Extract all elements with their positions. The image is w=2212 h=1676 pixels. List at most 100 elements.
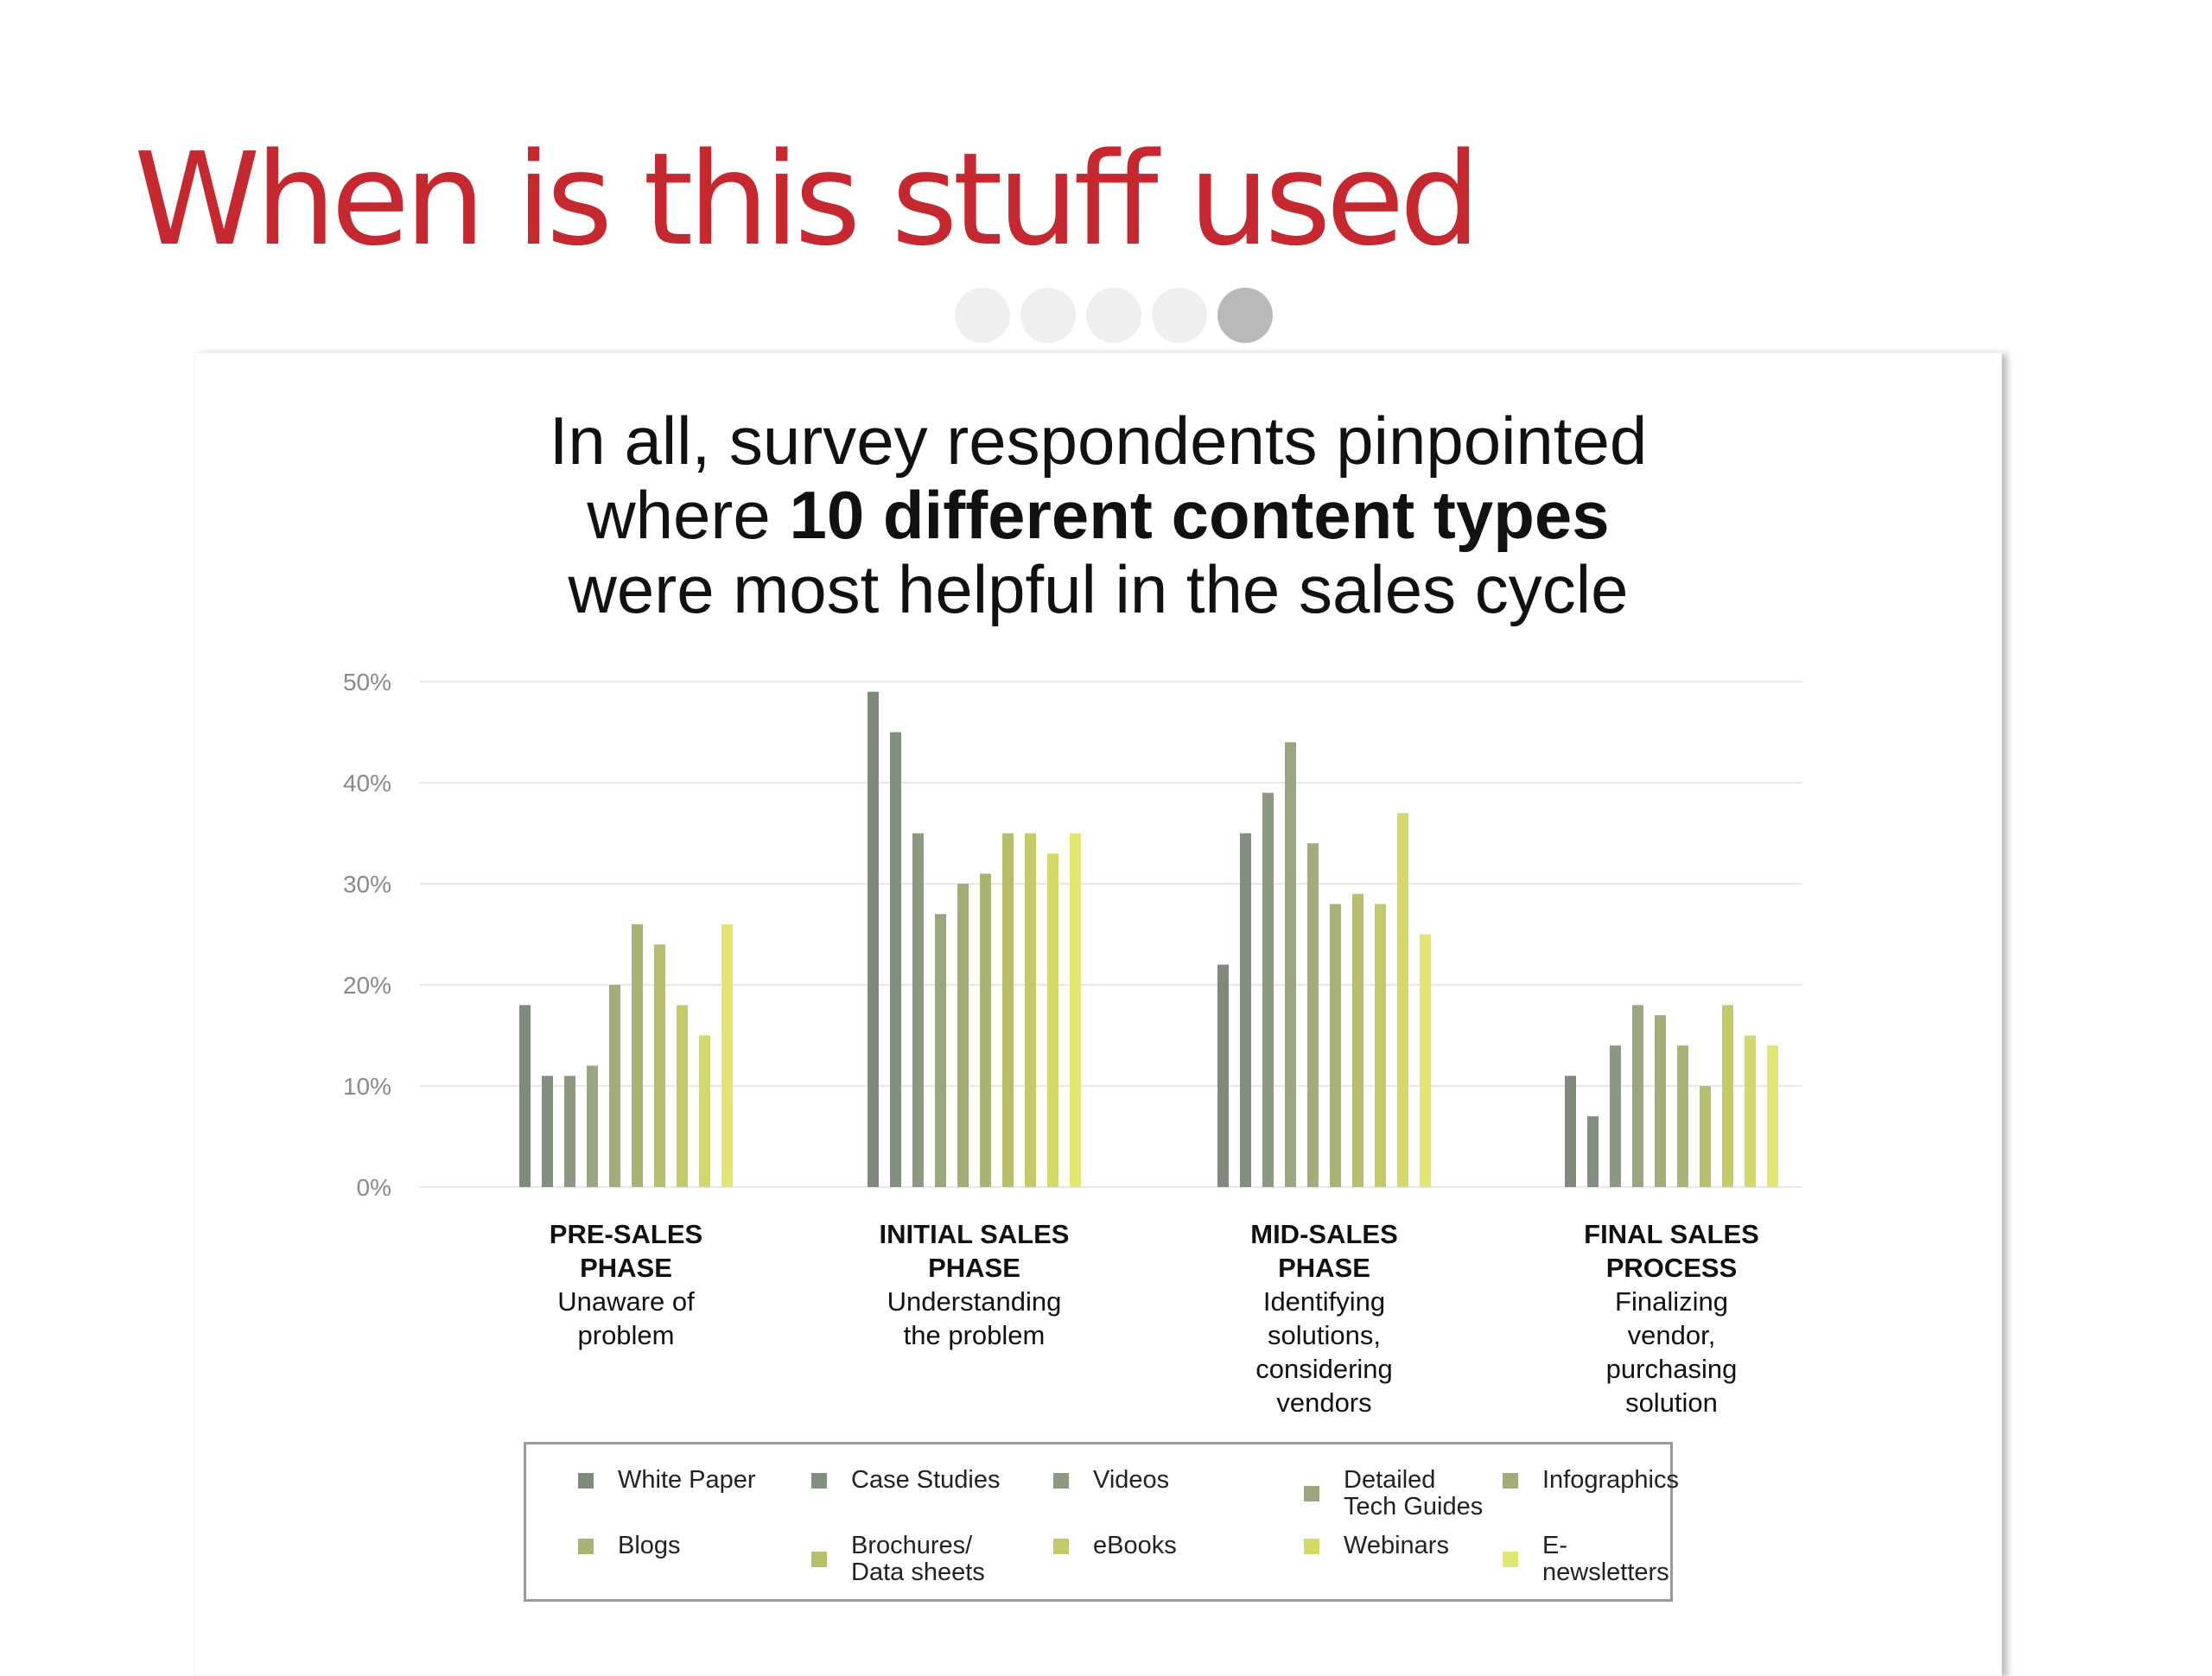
legend-item: Webinars <box>1304 1533 1449 1559</box>
bar <box>609 985 620 1187</box>
phase-description: Finalizing vendor, purchasing solution <box>1605 1286 1738 1418</box>
phase-description: Unaware of problem <box>557 1286 695 1350</box>
y-tick-label: 40% <box>343 770 391 797</box>
x-category-label: FINAL SALES PROCESS Finalizing vendor, pu… <box>1516 1217 1827 1419</box>
bar <box>1722 1005 1733 1187</box>
legend-swatch <box>811 1472 827 1489</box>
legend-swatch <box>1304 1486 1319 1501</box>
bar <box>519 1005 531 1187</box>
bar <box>1025 833 1036 1187</box>
bar <box>654 944 665 1187</box>
bar <box>1375 904 1386 1187</box>
headline-line-2-pre: where <box>587 477 790 553</box>
bar <box>587 1065 598 1187</box>
legend-swatch <box>1304 1538 1319 1554</box>
legend-label: Videos <box>1093 1466 1170 1494</box>
bar <box>721 924 733 1187</box>
bar <box>1002 833 1014 1187</box>
legend-item: Videos <box>1053 1467 1169 1494</box>
legend-swatch <box>811 1552 827 1567</box>
y-tick-label: 20% <box>343 972 391 999</box>
legend-swatch <box>1053 1472 1069 1489</box>
chart-headline: In all, survey respondents pinpointed wh… <box>195 403 2001 626</box>
bar <box>1307 843 1319 1187</box>
phase-name: INITIAL SALES PHASE <box>879 1219 1070 1283</box>
legend-label: Webinars <box>1344 1532 1449 1559</box>
headline-line-3: were most helpful in the sales cycle <box>568 551 1629 627</box>
y-tick-label: 30% <box>343 871 391 898</box>
legend-label: White Paper <box>618 1466 756 1494</box>
bar <box>632 924 643 1187</box>
legend-label: Case Studies <box>851 1466 1001 1494</box>
bar <box>935 914 946 1187</box>
phase-description: Identifying solutions, considering vendo… <box>1255 1286 1393 1418</box>
x-category-label: INITIAL SALES PHASE Understanding the pro… <box>819 1217 1130 1352</box>
bar <box>564 1076 575 1187</box>
legend-label: Blogs <box>618 1532 681 1559</box>
legend-label: Infographics <box>1542 1466 1679 1494</box>
progress-dot <box>1020 288 1076 343</box>
phase-name: MID-SALES PHASE <box>1250 1219 1398 1283</box>
legend-swatch <box>578 1472 594 1489</box>
bar <box>1047 853 1058 1187</box>
bar <box>1632 1005 1643 1187</box>
progress-dot <box>1152 288 1207 343</box>
bar <box>980 873 991 1187</box>
progress-dot <box>1086 288 1141 343</box>
legend-swatch <box>1503 1552 1518 1567</box>
y-tick-label: 10% <box>343 1073 391 1100</box>
headline-line-2-bold: 10 different content types <box>789 477 1610 553</box>
bar <box>677 1005 688 1187</box>
progress-dot <box>955 288 1010 343</box>
bar <box>1217 964 1229 1187</box>
legend-item: Infographics <box>1503 1467 1679 1494</box>
headline-line-1: In all, survey respondents pinpointed <box>549 403 1648 479</box>
bar <box>868 691 879 1187</box>
bar <box>890 732 901 1187</box>
bar <box>1070 833 1081 1187</box>
legend-label: E-newsletters <box>1542 1532 1669 1586</box>
bar-chart: 0% 10% 20% 30% 40% 50% <box>343 669 1802 1201</box>
bar <box>1677 1045 1688 1187</box>
legend-item: Case Studies <box>811 1467 1001 1494</box>
bar <box>1397 813 1408 1187</box>
x-category-label: PRE-SALES PHASE Unaware of problem <box>471 1217 782 1352</box>
legend-swatch <box>578 1538 594 1554</box>
y-tick-label: 50% <box>343 669 391 695</box>
bar <box>1655 1015 1666 1187</box>
bar <box>1420 934 1431 1187</box>
legend-item: E-newsletters <box>1503 1533 1670 1586</box>
bar <box>1700 1086 1711 1187</box>
legend-item: eBooks <box>1053 1533 1177 1559</box>
bar <box>1285 742 1296 1187</box>
progress-dot-active <box>1217 288 1273 343</box>
bar <box>1352 893 1363 1187</box>
bar <box>1587 1116 1599 1187</box>
chart-legend: White Paper Case Studies Videos Detailed Te… <box>524 1442 1679 1602</box>
legend-item: White Paper <box>578 1467 756 1494</box>
legend-item: Brochures/ Data sheets <box>811 1533 985 1586</box>
bar <box>699 1035 710 1187</box>
chart-card: In all, survey respondents pinpointed wh… <box>194 352 2002 1676</box>
bar <box>957 884 969 1187</box>
legend-swatch <box>1053 1538 1069 1554</box>
bar <box>912 833 924 1187</box>
y-tick-label: 0% <box>357 1174 391 1201</box>
legend-swatch <box>1503 1472 1518 1489</box>
phase-name: FINAL SALES PROCESS <box>1584 1219 1759 1283</box>
slide-progress-dots <box>955 288 1273 343</box>
headline-line-2: where 10 different content types <box>195 478 2001 552</box>
bar <box>1262 792 1274 1187</box>
legend-item: Detailed Tech Guides <box>1304 1467 1483 1520</box>
legend-label: Brochures/ Data sheets <box>851 1532 985 1586</box>
phase-description: Understanding the problem <box>887 1286 1062 1350</box>
bar <box>1767 1045 1778 1187</box>
legend-item: Blogs <box>578 1533 681 1559</box>
bar <box>542 1076 553 1187</box>
bar <box>1565 1076 1576 1187</box>
slide-title: When is this stuff used <box>134 125 1481 274</box>
bar <box>1330 904 1341 1187</box>
bar <box>1610 1045 1621 1187</box>
legend-label: Detailed Tech Guides <box>1344 1466 1484 1520</box>
bar <box>1240 833 1251 1187</box>
